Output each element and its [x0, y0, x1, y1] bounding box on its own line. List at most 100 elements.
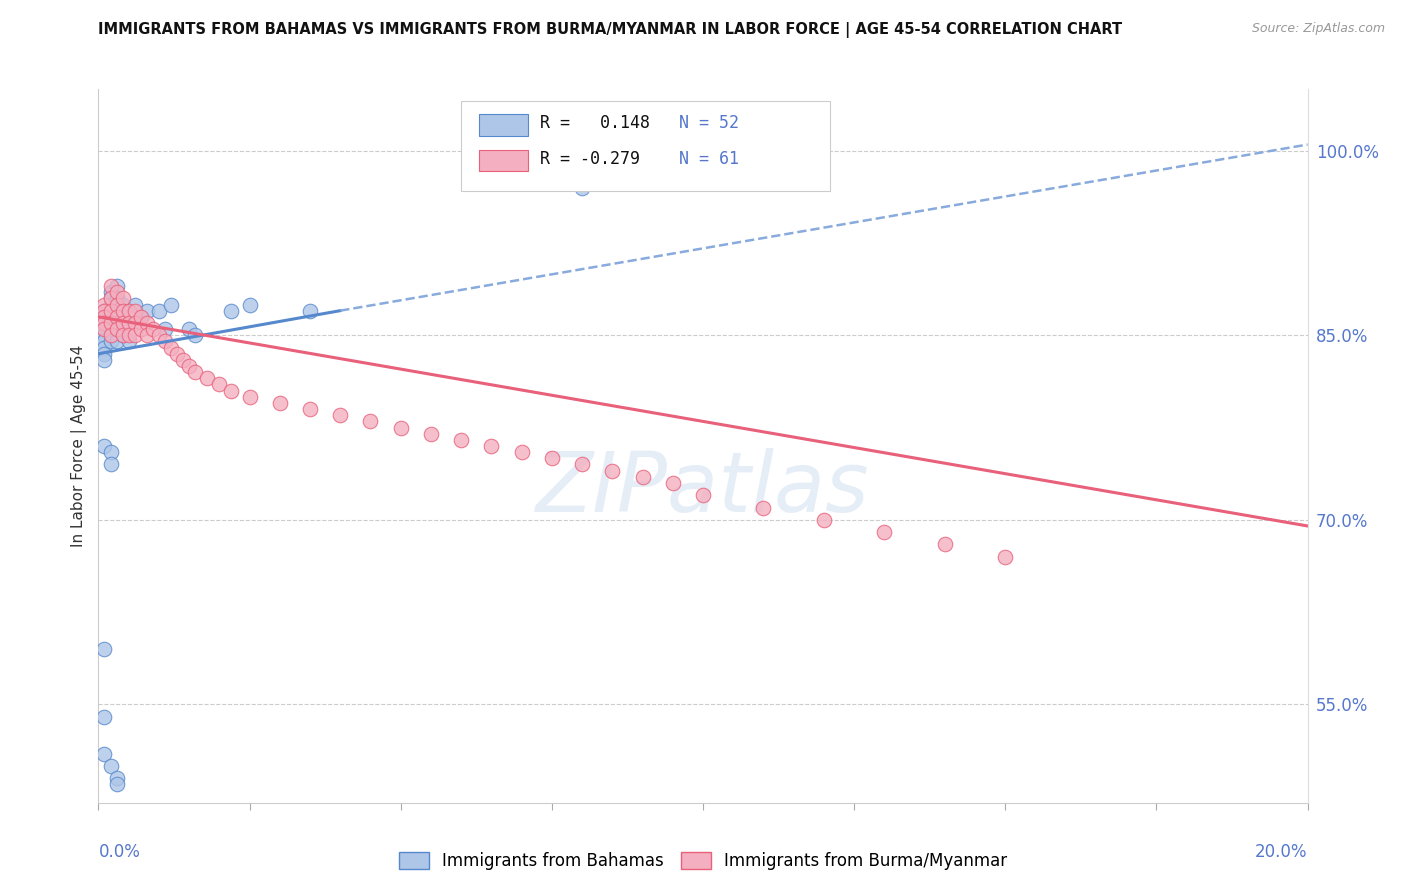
Point — [184, 365, 207, 379]
Point — [118, 328, 141, 343]
Point — [111, 328, 134, 343]
Point — [450, 433, 472, 447]
Point — [602, 464, 624, 478]
Point — [813, 513, 835, 527]
Point — [111, 303, 134, 318]
Text: ZIPatlas: ZIPatlas — [536, 449, 870, 529]
Point — [571, 180, 593, 194]
Point — [239, 297, 262, 311]
Point — [105, 297, 128, 311]
Point — [184, 328, 207, 343]
Point — [100, 291, 122, 305]
Point — [93, 322, 115, 336]
Point — [221, 384, 243, 398]
Point — [93, 642, 115, 657]
Text: N = 52: N = 52 — [679, 114, 738, 132]
Point — [93, 334, 115, 349]
FancyBboxPatch shape — [461, 102, 830, 191]
Point — [148, 303, 170, 318]
Point — [153, 334, 176, 349]
Point — [93, 352, 115, 367]
Point — [124, 297, 146, 311]
Point — [481, 439, 503, 453]
Point — [269, 396, 291, 410]
Point — [934, 537, 956, 551]
Point — [100, 310, 122, 324]
Point — [111, 310, 134, 324]
Point — [105, 334, 128, 349]
Point — [602, 169, 624, 183]
Point — [93, 316, 115, 330]
Point — [166, 347, 188, 361]
Point — [631, 156, 654, 170]
Point — [118, 303, 141, 318]
FancyBboxPatch shape — [479, 114, 527, 136]
Point — [662, 475, 685, 490]
FancyBboxPatch shape — [479, 150, 527, 171]
Point — [111, 297, 134, 311]
Point — [692, 488, 714, 502]
Point — [105, 777, 128, 791]
Point — [93, 303, 115, 318]
Legend: Immigrants from Bahamas, Immigrants from Burma/Myanmar: Immigrants from Bahamas, Immigrants from… — [392, 845, 1014, 877]
Text: IMMIGRANTS FROM BAHAMAS VS IMMIGRANTS FROM BURMA/MYANMAR IN LABOR FORCE | AGE 45: IMMIGRANTS FROM BAHAMAS VS IMMIGRANTS FR… — [98, 22, 1122, 38]
Point — [299, 402, 322, 417]
Y-axis label: In Labor Force | Age 45-54: In Labor Force | Age 45-54 — [72, 345, 87, 547]
Point — [105, 285, 128, 300]
Point — [631, 469, 654, 483]
Point — [93, 439, 115, 453]
Point — [105, 322, 128, 336]
Point — [221, 303, 243, 318]
Point — [93, 328, 115, 343]
Point — [93, 310, 115, 324]
Point — [124, 316, 146, 330]
Text: R =   0.148: R = 0.148 — [540, 114, 650, 132]
Point — [100, 328, 122, 343]
Point — [93, 303, 115, 318]
Point — [571, 458, 593, 472]
Point — [105, 291, 128, 305]
Point — [299, 303, 322, 318]
Point — [111, 328, 134, 343]
Point — [329, 409, 352, 423]
Point — [195, 371, 218, 385]
Point — [540, 451, 562, 466]
Point — [100, 303, 122, 318]
Point — [100, 316, 122, 330]
Point — [135, 328, 157, 343]
Point — [239, 390, 262, 404]
Point — [179, 322, 201, 336]
Point — [179, 359, 201, 373]
Point — [124, 303, 146, 318]
Point — [93, 310, 115, 324]
Point — [510, 445, 533, 459]
Point — [105, 303, 128, 318]
Text: R = -0.279: R = -0.279 — [540, 150, 640, 168]
Point — [105, 310, 128, 324]
Text: N = 61: N = 61 — [679, 150, 738, 168]
Point — [153, 322, 176, 336]
Point — [994, 549, 1017, 564]
Point — [93, 322, 115, 336]
Point — [129, 310, 152, 324]
Point — [142, 322, 165, 336]
Point — [360, 414, 382, 428]
Point — [93, 316, 115, 330]
Point — [172, 352, 194, 367]
Text: 20.0%: 20.0% — [1256, 843, 1308, 861]
Point — [160, 297, 183, 311]
Point — [160, 341, 183, 355]
Point — [93, 747, 115, 761]
Point — [129, 322, 152, 336]
Text: Source: ZipAtlas.com: Source: ZipAtlas.com — [1251, 22, 1385, 36]
Point — [662, 150, 685, 164]
Point — [148, 328, 170, 343]
Point — [100, 458, 122, 472]
Point — [111, 316, 134, 330]
Point — [135, 316, 157, 330]
Point — [118, 316, 141, 330]
Point — [93, 297, 115, 311]
Point — [93, 341, 115, 355]
Point — [389, 420, 412, 434]
Point — [873, 525, 896, 540]
